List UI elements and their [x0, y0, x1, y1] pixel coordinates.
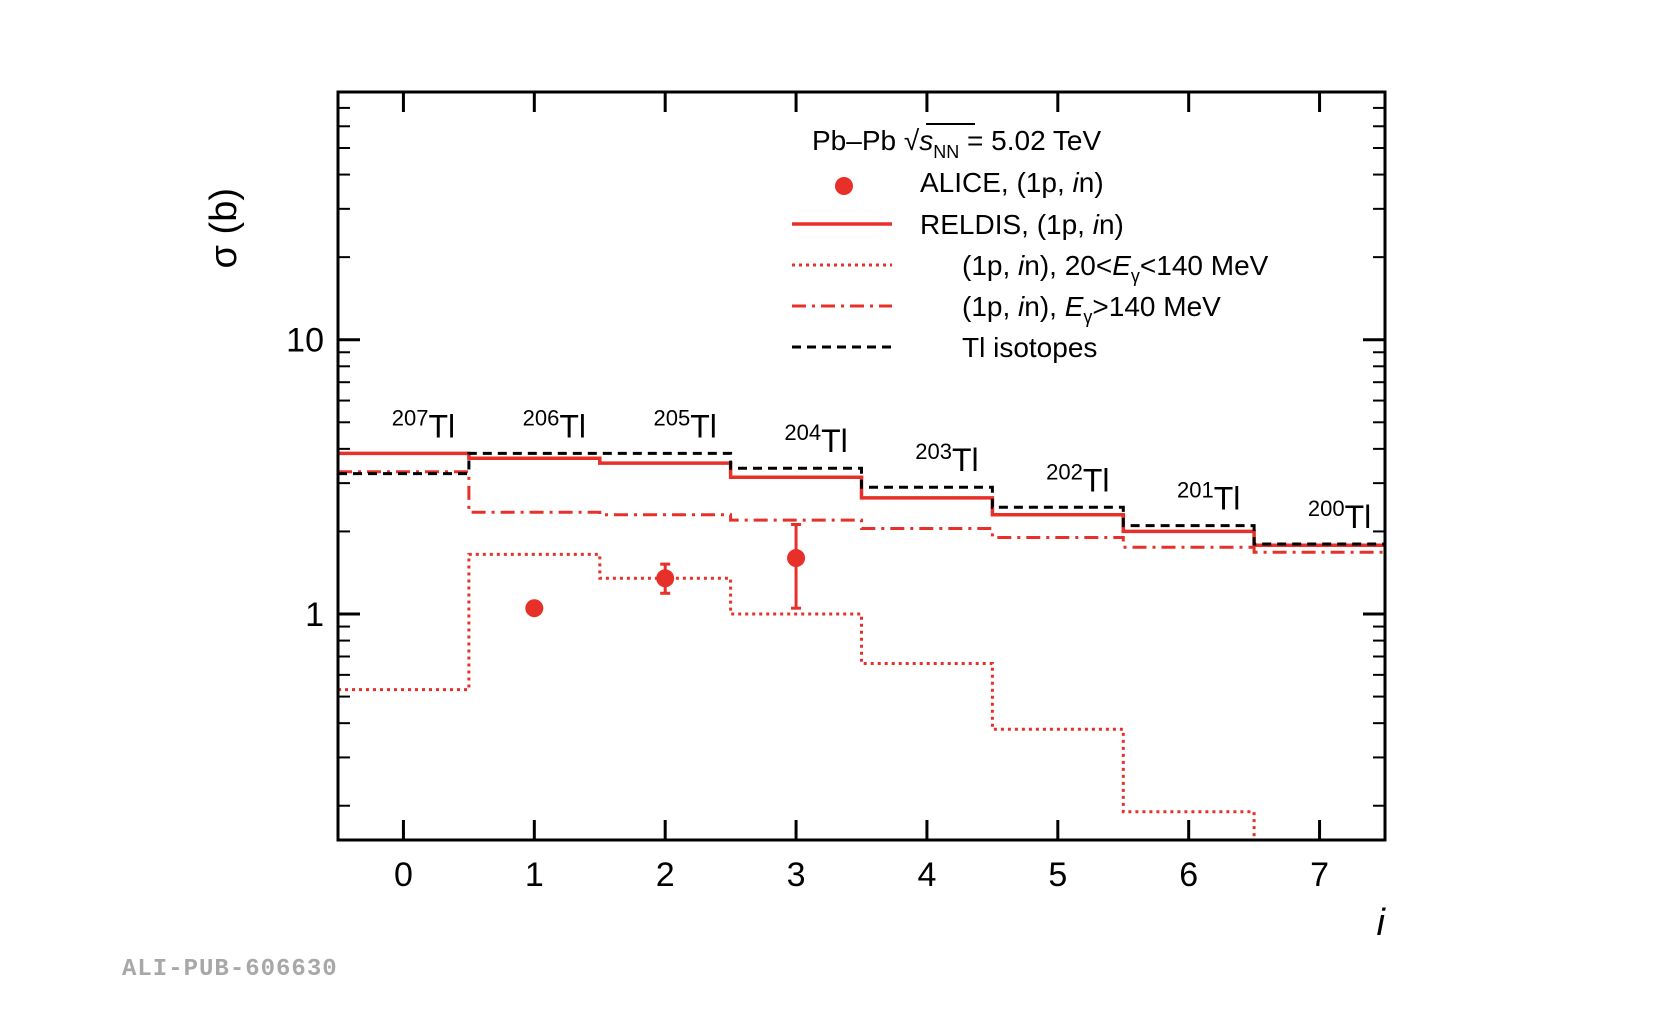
isotope-label-200: 200Tl — [1308, 496, 1371, 535]
x-tick-label-1: 1 — [525, 856, 544, 894]
isotope-label-205: 205Tl — [654, 405, 717, 444]
isotope-label-201: 201Tl — [1177, 478, 1240, 517]
x-tick-label-5: 5 — [1048, 856, 1067, 894]
series-high_energy — [338, 470, 1385, 554]
legend-entry-tl_isotopes: Tl isotopes — [962, 332, 1097, 363]
legend-symbol-alice — [835, 177, 853, 195]
chart-curves — [338, 451, 1385, 842]
isotope-label-206: 206Tl — [523, 405, 586, 444]
x-tick-label-3: 3 — [787, 856, 806, 894]
plot-frame — [336, 90, 1387, 842]
x-tick-label-7: 7 — [1310, 856, 1329, 894]
figure-id: ALI-PUB-606630 — [122, 956, 338, 983]
isotope-label-207: 207Tl — [392, 405, 455, 444]
y-tick-label-10: 10 — [286, 322, 324, 360]
legend-header: Pb–Pb √sNN = 5.02 TeV — [812, 125, 1101, 162]
data-point-2 — [656, 569, 675, 588]
data-point-1 — [525, 599, 544, 618]
y-axis-label: σ (b) — [203, 188, 245, 268]
data-point-3 — [787, 549, 806, 568]
legend-entry-low_energy: (1p, in), 20<Eγ​<140 MeV — [962, 250, 1269, 286]
series-tl_isotopes — [338, 451, 1385, 546]
isotope-label-203: 203Tl — [915, 439, 978, 478]
series-low_energy — [338, 552, 1385, 842]
isotope-label-204: 204Tl — [784, 420, 847, 459]
isotope-labels: 207Tl 206Tl 205Tl 204Tl 203Tl 202Tl 201Tl 200Tl — [392, 405, 1372, 535]
x-tick-label-6: 6 — [1179, 856, 1198, 894]
legend: Pb–Pb √sNN = 5.02 TeV ALICE, (1p, in) RELD… — [792, 123, 1269, 363]
x-axis-label: i — [1377, 902, 1387, 944]
legend-entry-reldis: RELDIS, (1p, in) — [920, 209, 1124, 240]
x-tick-label-0: 0 — [394, 856, 413, 894]
y-tick-label-1: 1 — [305, 596, 324, 634]
legend-entry-high_energy: (1p, in), Eγ​>140 MeV — [962, 291, 1221, 327]
axis-ticks — [338, 91, 1385, 840]
y-tick-labels: 1 10 — [286, 322, 324, 634]
x-tick-labels: 0 1 2 3 4 5 6 7 — [394, 856, 1329, 894]
isotope-label-202: 202Tl — [1046, 459, 1109, 498]
x-tick-label-4: 4 — [917, 856, 936, 894]
legend-entry-alice: ALICE, (1p, in) — [920, 167, 1104, 198]
x-tick-label-2: 2 — [656, 856, 675, 894]
chart-points — [525, 522, 806, 618]
